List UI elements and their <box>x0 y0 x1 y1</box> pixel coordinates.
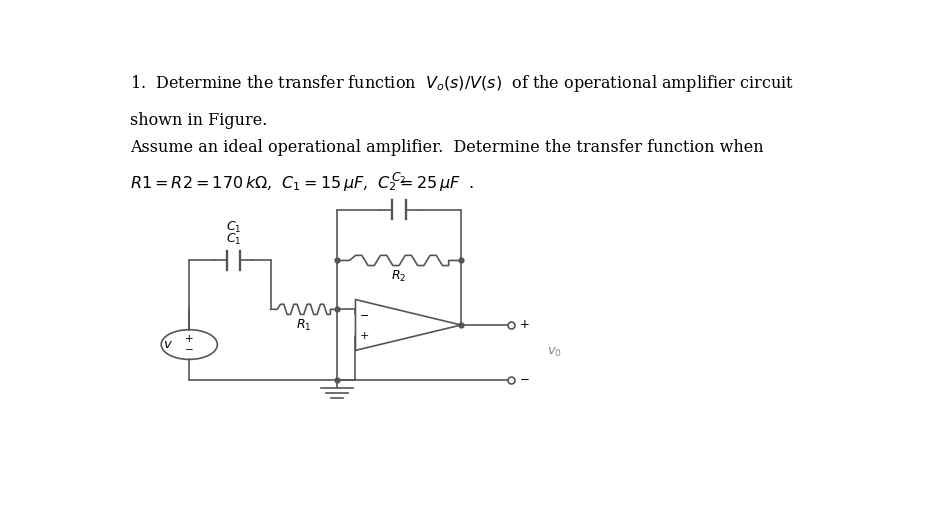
Text: $R_1$: $R_1$ <box>296 318 311 333</box>
Text: $C_2$: $C_2$ <box>391 171 407 186</box>
Text: +: + <box>519 319 528 332</box>
Text: −: − <box>519 373 528 386</box>
Text: −: − <box>185 345 193 355</box>
Text: +: + <box>185 334 193 344</box>
Text: $v_0$: $v_0$ <box>546 346 562 359</box>
Text: $-$: $-$ <box>359 309 369 320</box>
Text: 1.  Determine the transfer function  $V_o(s)/V(s)$  of the operational amplifier: 1. Determine the transfer function $V_o(… <box>130 73 794 93</box>
Text: $C_1$: $C_1$ <box>226 220 241 235</box>
Text: $R1 = R2 = 170\,k\Omega$,  $C_1 = 15\,\mu F$,  $C_2 = 25\,\mu F$  .: $R1 = R2 = 170\,k\Omega$, $C_1 = 15\,\mu… <box>130 174 474 194</box>
Text: $v$: $v$ <box>163 338 173 351</box>
Text: Assume an ideal operational amplifier.  Determine the transfer function when: Assume an ideal operational amplifier. D… <box>130 139 763 156</box>
Text: $+$: $+$ <box>359 330 369 341</box>
Text: $R_2$: $R_2$ <box>391 269 407 283</box>
Text: shown in Figure.: shown in Figure. <box>130 112 268 129</box>
Text: $C_1$: $C_1$ <box>226 232 241 247</box>
